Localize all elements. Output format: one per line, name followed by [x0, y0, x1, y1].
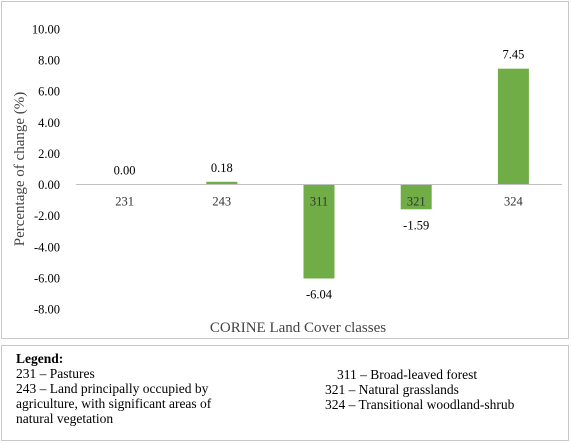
y-tick-label: 8.00 [38, 54, 60, 68]
y-tick-label: 4.00 [38, 116, 60, 130]
y-tick-label: 0.00 [38, 178, 60, 192]
category-label-321: 321 [407, 195, 426, 209]
bar-chart: 10.00 8.00 6.00 4.00 2.00 0.00 -2.00 -4.00 -6.00… [12, 23, 562, 336]
y-tick-label: -4.00 [34, 240, 60, 254]
legend-item-231: 231 – Pastures [16, 366, 95, 381]
chart-container: 10.00 8.00 6.00 4.00 2.00 0.00 -2.00 -4.00 -6.00… [1, 1, 569, 339]
bar-321 [400, 184, 432, 210]
y-tick-label: -2.00 [34, 209, 60, 223]
data-label-321: -1.59 [403, 218, 429, 232]
x-axis-title: CORINE Land Cover classes [210, 320, 386, 336]
data-label-324: 7.45 [502, 48, 524, 62]
y-axis-title: Percentage of change (%) [12, 92, 28, 247]
legend-item-243-cont2: natural vegetation [16, 411, 114, 426]
y-tick-label: -8.00 [34, 303, 60, 317]
y-tick-label: 10.00 [32, 23, 60, 37]
legend-item-311: 311 – Broad-leaved forest [337, 367, 478, 382]
bar-324 [497, 68, 529, 185]
data-label-243: 0.18 [211, 161, 233, 175]
data-label-231: 0.00 [114, 164, 136, 178]
y-tick-label: 2.00 [38, 147, 60, 161]
legend-item-243: 243 – Land principally occupied by [16, 381, 209, 396]
y-tick-label: -6.00 [34, 271, 60, 285]
legend-item-324: 324 – Transitional woodland-shrub [325, 397, 515, 412]
bar-311 [303, 184, 335, 279]
y-tick-label: 6.00 [38, 85, 60, 99]
legend-item-321: 321 – Natural grasslands [325, 382, 459, 397]
category-label-311: 311 [310, 195, 328, 209]
bar-243 [206, 181, 238, 185]
legend-item-243-cont: agriculture, with significant areas of [16, 396, 212, 411]
category-label-243: 243 [212, 195, 231, 209]
category-label-324: 324 [504, 195, 524, 209]
category-label-231: 231 [115, 195, 134, 209]
legend-title: Legend: [16, 351, 64, 366]
legend-box: Legend: 231 – Pastures 243 – Land princi… [1, 345, 569, 441]
data-label-311: -6.04 [306, 288, 333, 302]
